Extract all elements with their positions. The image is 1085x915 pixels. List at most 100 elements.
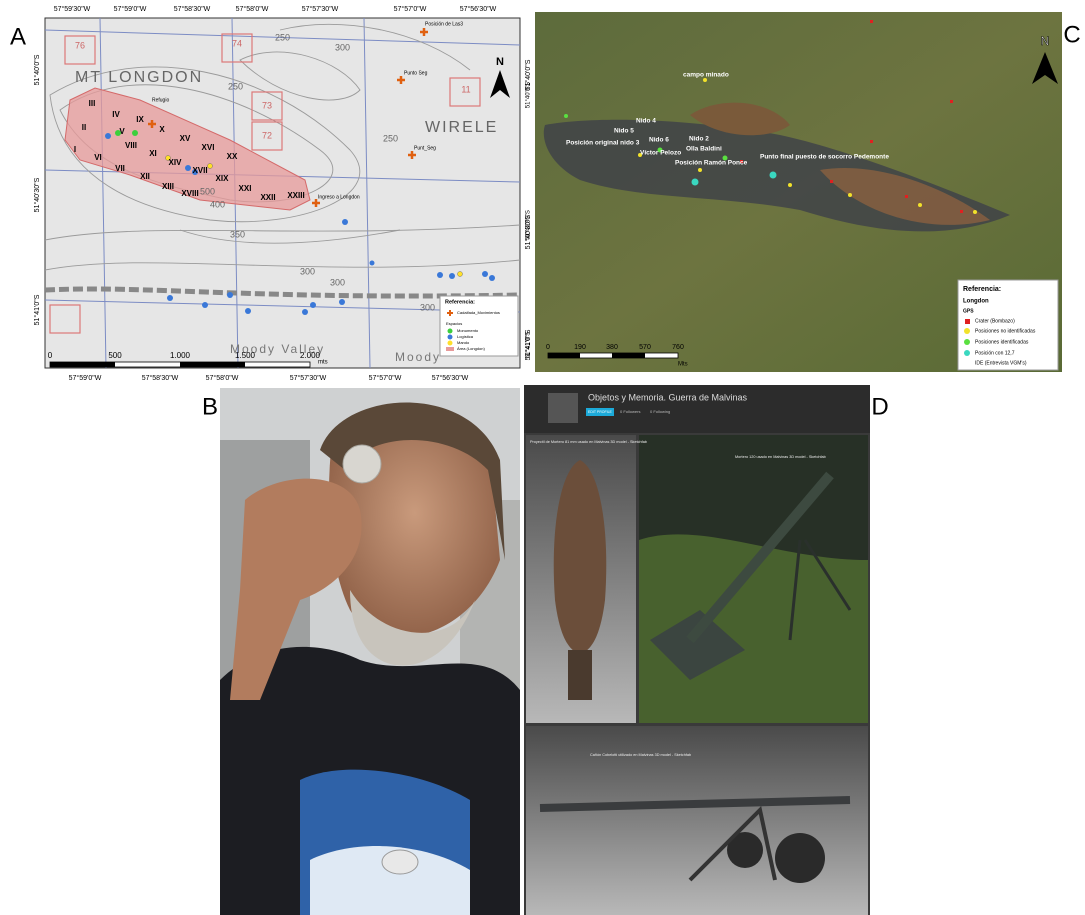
legend-item: Cadalfada_Movimientos — [457, 310, 500, 315]
legend-item: Logística — [457, 334, 474, 339]
place-label: Posición de Las3 — [425, 21, 463, 27]
legend-a-symbols — [446, 310, 454, 351]
position-label: Posición original nido 3 — [566, 140, 640, 147]
tick-label: 57°58'30"W — [174, 5, 211, 13]
north-label: N — [1041, 34, 1050, 48]
card-cannon[interactable] — [526, 726, 868, 915]
scale-label: 380 — [606, 344, 618, 351]
grid-label: 74 — [232, 38, 242, 48]
sector-label: XX — [227, 152, 238, 161]
sector-label: X — [159, 125, 165, 134]
place-label: Punto Seg — [404, 70, 428, 76]
sector-label: V — [119, 127, 125, 136]
legend-subtitle: Longdon — [963, 299, 989, 305]
sector-label: XIII — [162, 182, 174, 191]
panel-letter: A — [10, 23, 26, 50]
sector-label: II — [82, 123, 86, 132]
sector-label: I — [74, 145, 76, 154]
tick-label: 51°40'0"S — [526, 82, 532, 108]
grid-squares — [49, 33, 481, 334]
contour-label: 250 — [228, 81, 243, 91]
sector-label: XIV — [169, 158, 183, 167]
tick-label: 51°40'30"S — [524, 214, 532, 249]
tick-label: 51°40'30"S — [526, 210, 532, 240]
place-label: Moody Valley — [230, 342, 325, 356]
tick-label: 51°41'0"S — [526, 332, 532, 358]
contour-label: 300 — [420, 302, 435, 312]
sector-label: XXIII — [287, 191, 304, 200]
scale-unit: mts — [318, 360, 328, 366]
grid-label: 76 — [75, 40, 85, 50]
tick-label: 51°40'30"S — [33, 177, 41, 212]
scale-label: 500 — [108, 351, 122, 360]
scale-bar-c-segment — [548, 353, 580, 358]
position-label: Víctor Pelozo — [640, 150, 681, 157]
scale-bar-c-segment — [612, 353, 645, 358]
contour-label: 400 — [210, 199, 225, 209]
position-label: Nido 6 — [649, 137, 669, 144]
position-label: Punto final puesto de socorro Pedemonte — [760, 154, 889, 161]
grid-label: 11 — [461, 84, 470, 94]
gallery-title: Objetos y Memoria. Guerra de Malvinas — [588, 392, 748, 402]
sector-label: XI — [149, 149, 157, 158]
sector-label: III — [89, 99, 96, 108]
scale-label: 570 — [639, 344, 651, 351]
followers: 0 Followers — [620, 409, 640, 414]
legend-item: Crater (Bombazo) — [975, 318, 1015, 324]
photo-b — [220, 388, 520, 915]
scale-bar-a-segment — [50, 362, 115, 367]
sector-label: XV — [180, 134, 191, 143]
tick-label: 57°59'30"W — [54, 5, 91, 13]
tick-label: 57°59'0"W — [114, 5, 147, 13]
following: 0 Following — [650, 409, 670, 414]
place-label: Punt_Seg — [414, 145, 436, 151]
legend-item: Posición con 12,7 — [975, 350, 1015, 356]
contour-label: 300 — [300, 266, 315, 276]
tick-label: 57°58'0"W — [206, 374, 239, 382]
tick-label: 51°40'0"S — [33, 54, 41, 85]
edit-profile-button[interactable] — [586, 408, 614, 416]
legend-item: Posiciones identificadas — [975, 339, 1029, 345]
position-label: Posición Ramón Ponce — [675, 160, 748, 167]
legend-item: Espacios — [446, 321, 462, 326]
north-arrow-c — [1032, 52, 1058, 84]
contour-label: 350 — [230, 229, 245, 239]
card-caption: Mortero 120 usado en Malvinas 3D model -… — [735, 455, 826, 459]
place-label: MT LONGDON — [75, 69, 203, 86]
place-label: WIRELE — [425, 119, 498, 136]
button-label: EDIT PROFILE — [588, 410, 613, 414]
contour-label: 300 — [335, 42, 350, 52]
map-c-layers — [543, 20, 1059, 371]
contour-label: 300 — [330, 277, 345, 287]
card-caption: Proyectil de Mortero 81 mm usado en Malv… — [530, 440, 647, 444]
scale-label: 760 — [672, 344, 684, 351]
legend-item: Área (Longdon) — [457, 346, 485, 351]
tick-label: 51°41'0"S — [524, 329, 532, 360]
sector-label: VII — [115, 164, 125, 173]
tick-label: 57°57'30"W — [290, 374, 327, 382]
logistics-points — [105, 133, 495, 315]
contour-label: 500 — [200, 186, 215, 196]
position-label: Nido 4 — [636, 118, 656, 125]
legend-c-box — [957, 279, 1059, 371]
place-label: Ingreso a Longdon — [318, 194, 360, 200]
tick-label: 57°58'0"W — [236, 5, 269, 13]
legend-title: Referencia: — [445, 299, 475, 305]
contour-label: 250 — [275, 32, 290, 42]
position-label: Olla Baldini — [686, 146, 722, 153]
sector-label: IV — [112, 110, 120, 119]
scale-label: 1.000 — [170, 351, 191, 360]
scale-label: 2.000 — [300, 351, 321, 360]
position-label: Nido 5 — [614, 128, 634, 135]
command-points — [165, 155, 463, 277]
north-arrow-a — [490, 70, 510, 98]
sector-label: VIII — [125, 141, 137, 150]
tick-label: 57°59'0"W — [69, 374, 102, 382]
map-a-layers — [45, 18, 520, 368]
sector-label: XIX — [216, 174, 230, 183]
tick-label: 57°57'0"W — [369, 374, 402, 382]
monument-points — [115, 130, 138, 136]
legend-title: Referencia: — [963, 286, 1001, 293]
